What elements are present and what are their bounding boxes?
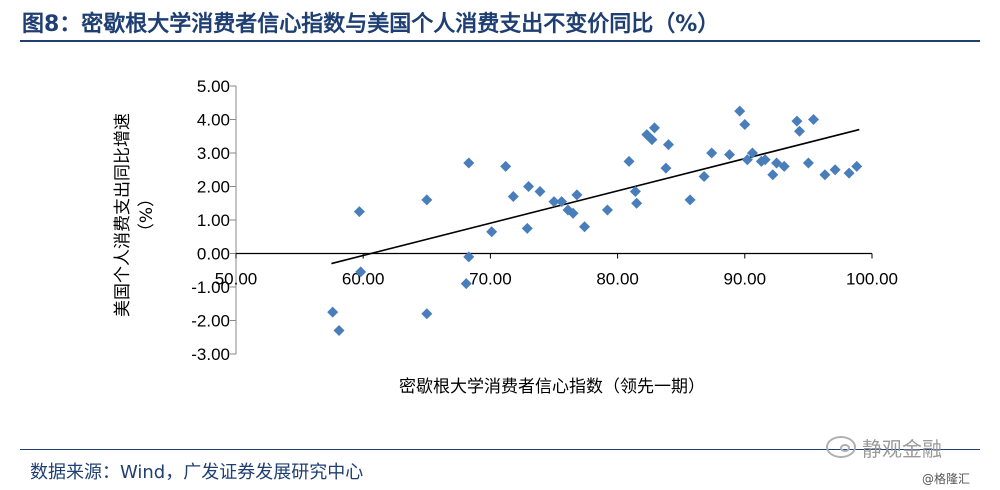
x-tick-label: 60.00 [342, 270, 385, 289]
data-point [353, 206, 365, 218]
data-point [759, 154, 771, 166]
data-point [460, 278, 472, 290]
data-point [355, 266, 367, 278]
y-tick-label: 1.00 [197, 211, 230, 230]
data-point [486, 226, 498, 238]
data-point [843, 167, 855, 179]
data-point [421, 194, 433, 206]
data-point [793, 125, 805, 137]
data-point [463, 251, 475, 263]
data-point [333, 325, 345, 337]
data-point [646, 134, 658, 146]
figure-title: 图8：密歇根大学消费者信心指数与美国个人消费支出不变价同比（%） [22, 12, 720, 37]
data-point [734, 105, 746, 117]
x-tick-label: 100.00 [846, 270, 898, 289]
y-tick-label: -2.00 [191, 312, 230, 331]
data-point [791, 115, 803, 127]
data-point [631, 197, 643, 209]
data-point [523, 181, 535, 192]
y-tick-label: 5.00 [197, 77, 230, 96]
y-tick-label: -1.00 [191, 278, 230, 297]
watermark: 静观金融 [826, 434, 991, 461]
scatter-chart: 5.004.003.002.001.000.00-1.00-2.00-3.00 … [113, 77, 898, 397]
data-point [534, 186, 546, 198]
data-point [623, 155, 635, 167]
data-point [741, 154, 753, 166]
title-underline [20, 40, 980, 42]
x-axis: 50.00 60.00 70.00 80.00 90.00 100.00 [215, 252, 898, 289]
data-point [571, 189, 583, 201]
data-point [327, 306, 339, 318]
data-point [629, 186, 641, 198]
x-axis-title: 密歇根大学消费者信心指数（领先一期） [399, 377, 705, 397]
data-point [829, 164, 841, 176]
data-point [648, 122, 660, 134]
data-point [548, 196, 560, 208]
x-tick-label: 50.00 [215, 270, 258, 289]
trendline-line [331, 128, 860, 265]
data-point [421, 308, 433, 320]
data-point [767, 169, 779, 181]
data-point [463, 157, 475, 169]
x-tick-label: 90.00 [724, 270, 767, 289]
data-point [746, 147, 758, 159]
data-point [698, 170, 710, 182]
y-tick-label: 0.00 [197, 245, 230, 264]
data-point [851, 160, 863, 172]
footer-divider [20, 449, 980, 450]
data-point [521, 222, 533, 234]
data-point [662, 139, 674, 151]
source-note: 数据来源：Wind，广发证券发展研究中心 [30, 462, 364, 483]
data-point [684, 194, 696, 206]
y-tick-label: 2.00 [197, 178, 230, 197]
data-point [819, 169, 831, 181]
x-tick-label: 80.00 [596, 270, 639, 289]
data-point [807, 114, 819, 125]
data-points [327, 105, 863, 337]
wechat-icon [826, 436, 856, 458]
data-point [500, 160, 512, 172]
watermark-handle: @格隆汇 [922, 472, 971, 486]
data-point [739, 119, 751, 131]
data-point [778, 160, 790, 172]
y-tick-label: 4.00 [197, 111, 230, 130]
data-point [802, 157, 814, 169]
trendline [331, 128, 860, 265]
y-tick-label: 3.00 [197, 144, 230, 163]
x-tick-label: 70.00 [469, 270, 512, 289]
data-point [724, 149, 736, 161]
y-axis-title: 美国个人消费支出同比增速 [113, 113, 133, 317]
data-point [601, 204, 613, 216]
data-point [706, 147, 718, 159]
y-tick-label: -3.00 [191, 345, 230, 364]
data-point [556, 196, 568, 208]
data-point [567, 207, 579, 219]
data-point [660, 162, 672, 174]
data-point [579, 221, 591, 233]
y-axis: 5.00 4.00 3.00 2.00 1.00 0.00 -1.00 -2.00 -3.00 [191, 77, 237, 364]
watermark-text: 静观金融 [862, 436, 942, 461]
y-axis-unit: （%） [137, 190, 157, 240]
data-point [507, 191, 519, 203]
